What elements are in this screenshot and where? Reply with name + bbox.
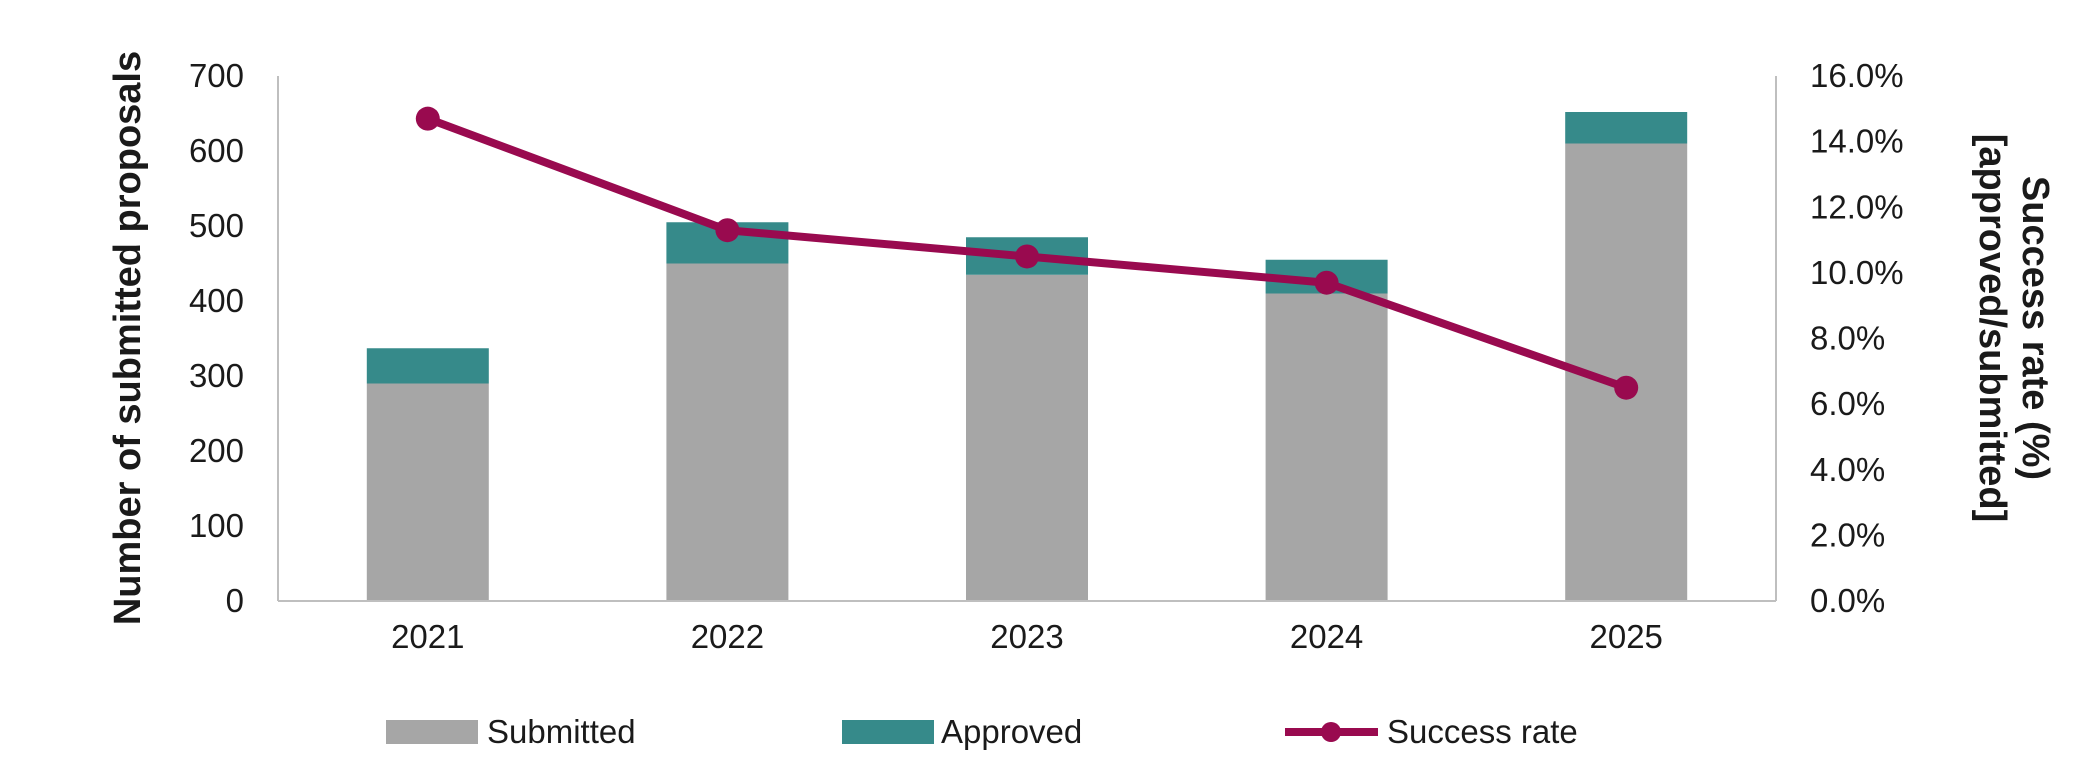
y2-tick-5: 10.0%: [1810, 254, 1904, 291]
y2-tick-1: 2.0%: [1810, 516, 1885, 553]
bar-submitted-2022: [666, 263, 789, 601]
y-tick-200: 200: [189, 432, 244, 469]
y2-tick-8: 16.0%: [1810, 57, 1904, 94]
y-tick-0: 0: [226, 582, 244, 619]
bars-layer: [366, 112, 1688, 601]
axes-layer: [277, 76, 1777, 602]
success-rate-point-2021: [415, 106, 440, 131]
x-tick-2021: 2021: [391, 618, 464, 655]
y-tick-300: 300: [189, 357, 244, 394]
y2-axis-title-line2: [approved/submitted]: [1971, 134, 2013, 522]
success-rate-point-2022: [715, 218, 740, 243]
y2-axis-title-line1: Success rate (%): [2014, 176, 2056, 480]
bar-approved-2021: [366, 348, 489, 384]
x-tick-2025: 2025: [1589, 618, 1662, 655]
bar-submitted-2023: [966, 274, 1088, 601]
y-tick-600: 600: [189, 132, 244, 169]
success-rate-point-2025: [1614, 375, 1639, 400]
legend-label-approved: Approved: [941, 713, 1082, 750]
y2-tick-0: 0.0%: [1810, 582, 1885, 619]
y-tick-700: 700: [189, 57, 244, 94]
success-rate-point-2024: [1314, 270, 1339, 295]
legend-label-submitted: Submitted: [487, 713, 636, 750]
bar-submitted-2021: [366, 383, 489, 601]
x-tick-2023: 2023: [990, 618, 1063, 655]
legend-label-success-rate: Success rate: [1387, 713, 1578, 750]
y2-tick-2: 4.0%: [1810, 451, 1885, 488]
x-tick-labels: 2021 2022 2023 2024 2025: [391, 618, 1663, 655]
right-tick-labels: 0.0% 2.0% 4.0% 6.0% 8.0% 10.0% 12.0% 14.0% 16.0%: [1810, 57, 1904, 619]
legend-swatch-success-rate-marker: [1321, 722, 1341, 742]
y-tick-100: 100: [189, 507, 244, 544]
y2-tick-4: 8.0%: [1810, 320, 1885, 357]
legend-swatch-submitted: [386, 720, 478, 744]
y-tick-400: 400: [189, 282, 244, 319]
success-rate-point-2023: [1015, 244, 1039, 269]
legend: Submitted Approved Success rate: [386, 713, 1578, 750]
x-tick-2022: 2022: [691, 618, 764, 655]
x-tick-2024: 2024: [1290, 618, 1363, 655]
success-rate-layer: [415, 106, 1639, 400]
y-axis-title: Number of submitted proposals: [107, 51, 149, 625]
bar-submitted-2024: [1265, 293, 1388, 601]
y-tick-500: 500: [189, 207, 244, 244]
y2-tick-7: 14.0%: [1810, 123, 1904, 160]
y2-tick-6: 12.0%: [1810, 188, 1904, 225]
y2-tick-3: 6.0%: [1810, 385, 1885, 422]
bar-approved-2025: [1565, 112, 1688, 144]
legend-swatch-approved: [842, 720, 934, 744]
left-tick-labels: 0 100 200 300 400 500 600 700: [189, 57, 244, 619]
